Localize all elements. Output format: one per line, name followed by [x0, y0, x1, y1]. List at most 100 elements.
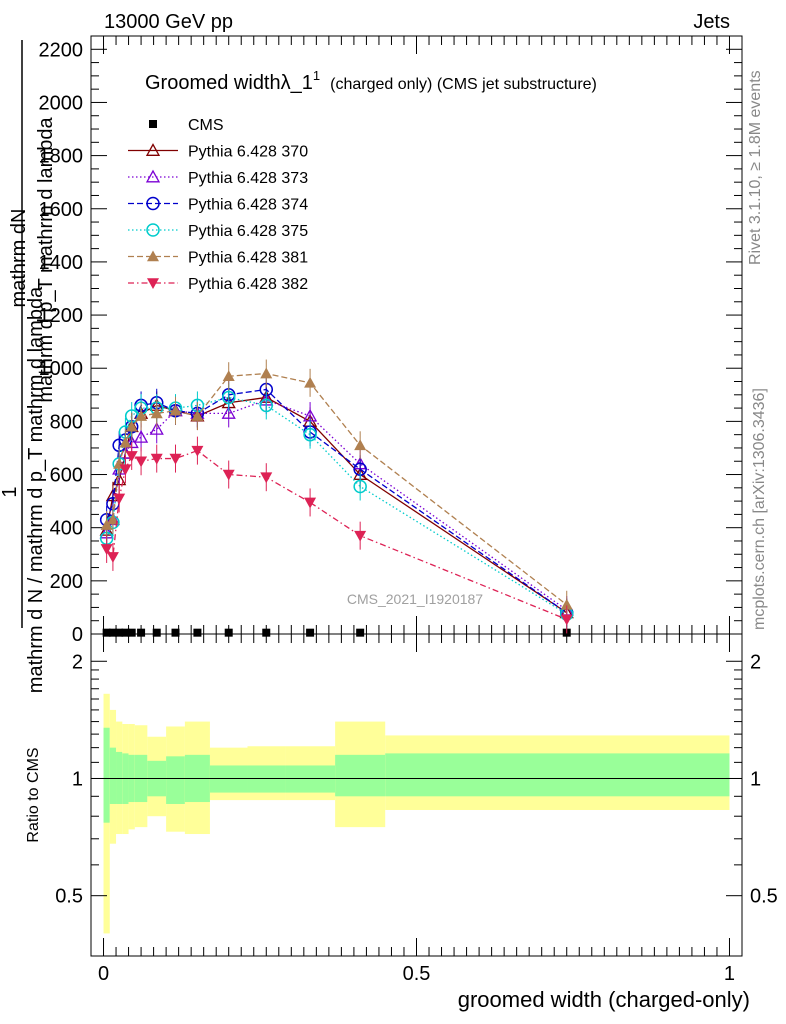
series-2	[99, 386, 574, 625]
ratio-y-tick-label-right-1: 1	[750, 768, 761, 790]
main-y-axis: 0 200 400 600 800 1000 1200 1400 1600 1800 2000 220…	[39, 35, 742, 646]
series-4-point-9	[221, 390, 236, 405]
series-6	[100, 436, 573, 634]
main-y-tick-label-6: 1200	[39, 305, 84, 327]
legend-label-1: Pythia 6.428 370	[188, 144, 308, 161]
ratio-inner-band-1	[109, 747, 117, 804]
series-line-6	[106, 449, 567, 620]
header-left-label: 13000 GeV pp	[104, 11, 233, 33]
main-y-tick-label-7: 1400	[39, 252, 84, 274]
series-6-point-1	[106, 552, 119, 563]
ratio-y-axis-label: Ratio to CMS	[25, 747, 42, 842]
legend-label-0: CMS	[188, 117, 224, 134]
title-rest: (charged only) (CMS jet substructure)	[330, 76, 597, 93]
plot-title: Groomed widthλ_11 (charged only) (CMS jet…	[145, 68, 597, 94]
main-y-tick-label-4: 800	[50, 411, 83, 433]
series-6-point-7	[169, 453, 182, 465]
main-y-tick-label-9: 1800	[39, 146, 84, 168]
series-line-4	[106, 396, 568, 615]
legend-marker-2	[145, 169, 161, 183]
series-5-point-13	[560, 598, 573, 610]
legend-marker-1	[145, 143, 161, 156]
main-y-tick-label-2: 400	[50, 518, 83, 540]
ylabel-numerator-2: mathrm d p_T mathrm d lambda	[35, 116, 57, 402]
ratio-inner-band-0	[103, 727, 110, 823]
ratio-inner-band-7	[166, 756, 185, 804]
series-5	[100, 359, 573, 619]
title-superscript: 1	[313, 68, 320, 83]
series-0-point-7	[171, 628, 180, 637]
series-5-point-1	[106, 513, 119, 525]
main-y-tick-label-0: 0	[72, 624, 83, 646]
ratio-inner-band-2	[116, 751, 123, 804]
series-6-point-12	[354, 530, 367, 542]
x-axis: 0 0.5 1	[98, 36, 735, 985]
series-layer	[99, 359, 574, 637]
series-0	[102, 628, 571, 637]
legend: CMS Pythia 6.428 370 Pythia 6.428 373 Pythi…	[128, 117, 308, 293]
ylabel-denominator: mathrm d N / mathrm d p_T mathrm d lambd…	[25, 286, 47, 693]
series-0-point-11	[306, 628, 315, 637]
ylabel-one: 1	[0, 486, 21, 497]
series-line-2	[106, 399, 568, 611]
series-0-point-10	[262, 628, 271, 637]
title-main: Groomed widthλ_1	[145, 72, 313, 94]
ratio-y-tick-label-left-1: 1	[72, 768, 83, 790]
series-0-point-9	[224, 628, 233, 637]
series-6-point-5	[135, 456, 148, 468]
legend-label-4: Pythia 6.428 375	[188, 223, 308, 240]
legend-marker-5	[147, 250, 159, 262]
series-2-point-9	[221, 406, 236, 419]
series-6-point-0	[100, 544, 113, 555]
ratio-inner-band-10	[247, 765, 286, 793]
mcplots-label: mcplots.cern.ch [arXiv:1306.3436]	[751, 388, 768, 630]
legend-label-5: Pythia 6.428 381	[188, 250, 308, 267]
ratio-y-tick-label-left-2: 2	[72, 651, 83, 673]
series-line-1	[106, 396, 568, 614]
series-0-point-2	[115, 628, 124, 637]
series-5-point-0	[100, 519, 113, 530]
series-6-point-2	[113, 493, 126, 505]
legend-label-6: Pythia 6.428 382	[188, 276, 308, 293]
series-5-point-9	[222, 370, 235, 381]
series-6-point-10	[260, 472, 273, 484]
series-line-3	[106, 388, 568, 614]
x-tick-label-1: 0.5	[403, 963, 431, 985]
ylabel-numerator-1: mathrm dN	[8, 209, 30, 308]
series-5-point-10	[260, 367, 273, 379]
series-0-point-3	[121, 628, 130, 637]
ratio-y-tick-label-right-0: 0.5	[750, 886, 778, 908]
series-0-point-0	[102, 628, 111, 637]
watermark: CMS_2021_I1920187	[347, 591, 483, 607]
ratio-inner-band-11	[285, 765, 336, 793]
legend-marker-3	[146, 196, 160, 211]
ratio-bands	[103, 693, 730, 934]
legend-marker-6	[147, 278, 159, 289]
series-4-point-12	[353, 479, 367, 494]
ratio-inner-band-13	[385, 753, 730, 797]
series-0-point-8	[193, 628, 202, 637]
series-5-point-11	[304, 376, 317, 388]
main-y-axis-label: mathrm dN mathrm d p_T mathrm d lambda 1…	[0, 40, 57, 693]
main-y-tick-label-5: 1000	[39, 358, 84, 380]
series-6-point-3	[119, 464, 132, 476]
series-4	[99, 383, 574, 629]
series-0-point-1	[108, 628, 117, 637]
series-5-point-4	[125, 420, 138, 432]
series-4-point-10	[259, 398, 274, 413]
x-axis-label: groomed width (charged-only)	[458, 987, 750, 1012]
legend-marker-4	[146, 223, 160, 237]
series-5-point-12	[354, 439, 367, 451]
x-tick-label-0: 0	[98, 963, 109, 985]
series-2-point-6	[149, 422, 164, 435]
ratio-inner-band-12	[335, 754, 386, 797]
series-5-point-3	[119, 436, 132, 448]
series-1	[99, 383, 574, 627]
legend-label-2: Pythia 6.428 373	[188, 170, 308, 187]
series-0-point-12	[356, 628, 365, 637]
series-2-point-5	[133, 429, 149, 443]
series-6-point-8	[191, 445, 204, 457]
series-5-point-7	[169, 404, 182, 416]
rivet-label: Rivet 3.1.10, ≥ 1.8M events	[747, 70, 764, 265]
